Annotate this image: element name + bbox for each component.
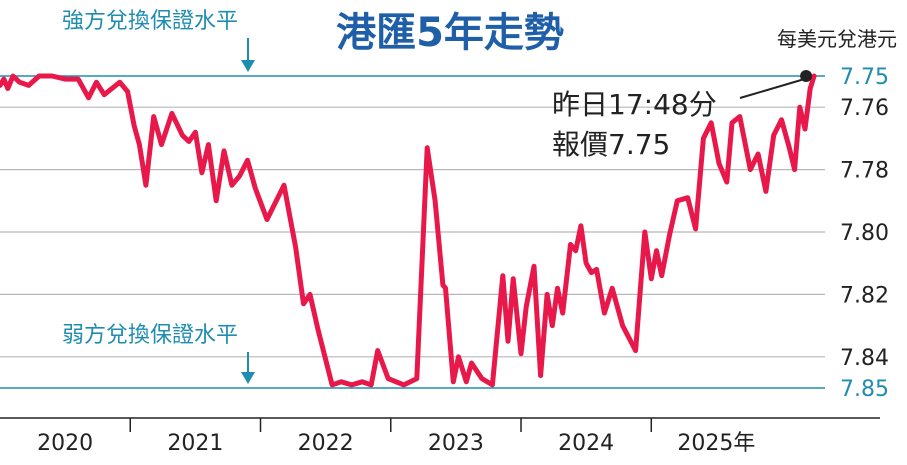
- weak-arrow: [241, 352, 255, 384]
- x-axis: 2020 2021 2022 2023 2024 2025年: [0, 417, 880, 456]
- x-tick-label-2: 2022: [298, 431, 354, 456]
- x-tick-label-3: 2023: [428, 431, 484, 456]
- latest-quote-marker: [800, 70, 813, 82]
- y-tick-label-7.82: 7.82: [840, 283, 889, 308]
- series-layer: [0, 73, 817, 388]
- x-tick-label-4: 2024: [558, 431, 614, 456]
- x-tick-label-0: 2020: [37, 431, 93, 456]
- unit-label: 每美元兌港元: [777, 27, 897, 51]
- annotation-quote: 報價7.75: [552, 128, 670, 161]
- y-axis: 7.75 7.76 7.78 7.80 7.82 7.84 7.85: [840, 65, 889, 402]
- annotation-leader: [739, 77, 809, 99]
- chart-title: 港匯5年走勢: [336, 10, 564, 56]
- strong-arrow: [241, 38, 255, 72]
- x-tick-label-5: 2025年: [677, 431, 755, 456]
- strong-side-label: 強方兌換保證水平: [62, 9, 238, 34]
- y-tick-label-7.78: 7.78: [840, 159, 889, 184]
- weak-side-label: 弱方兌換保證水平: [62, 323, 238, 348]
- x-tick-label-1: 2021: [167, 431, 223, 456]
- convertibility-bands: [0, 75, 825, 389]
- annotation-time: 昨日17:48分: [552, 88, 717, 121]
- y-tick-label-7.85: 7.85: [840, 377, 889, 402]
- y-tick-label-7.75: 7.75: [840, 65, 889, 90]
- series-line: [0, 73, 817, 388]
- y-tick-label-7.76: 7.76: [840, 96, 889, 121]
- y-tick-label-7.84: 7.84: [840, 346, 889, 371]
- gridlines: [0, 106, 825, 358]
- y-tick-label-7.80: 7.80: [840, 221, 889, 246]
